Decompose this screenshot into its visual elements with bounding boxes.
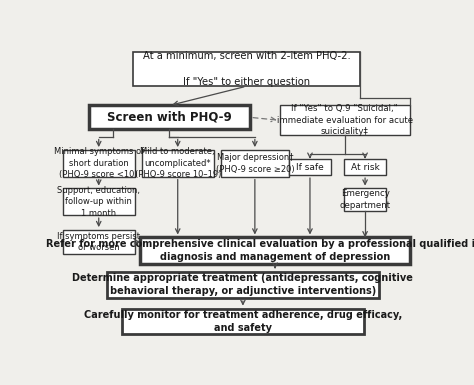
FancyBboxPatch shape [289, 159, 331, 175]
FancyBboxPatch shape [63, 150, 135, 177]
FancyBboxPatch shape [122, 308, 364, 334]
FancyBboxPatch shape [63, 230, 135, 254]
Text: If "Yes" to Q.9 "Suicidal,"
immediate evaluation for acute
suicidality‡: If "Yes" to Q.9 "Suicidal," immediate ev… [277, 104, 413, 136]
FancyBboxPatch shape [133, 52, 360, 86]
Text: Determine appropriate treatment (antidepressants, cognitive
behavioral therapy, : Determine appropriate treatment (antidep… [73, 273, 413, 296]
Text: If safe: If safe [296, 162, 324, 171]
FancyBboxPatch shape [221, 150, 289, 177]
FancyBboxPatch shape [142, 150, 213, 177]
FancyBboxPatch shape [344, 159, 386, 175]
Text: If symptoms persist
or worsen: If symptoms persist or worsen [57, 232, 140, 252]
Text: Refer for more comprehensive clinical evaluation by a professional qualified in : Refer for more comprehensive clinical ev… [46, 239, 474, 262]
Text: Minimal symptoms of
short duration
(PHQ-9 score <10): Minimal symptoms of short duration (PHQ-… [54, 147, 144, 179]
FancyBboxPatch shape [63, 189, 135, 215]
Text: At a minimum, screen with 2-item PHQ-2.

If "Yes" to either question: At a minimum, screen with 2-item PHQ-2. … [143, 51, 350, 87]
Text: Mild to moderate,
uncomplicated*
(PHQ-9 score 10–19): Mild to moderate, uncomplicated* (PHQ-9 … [135, 147, 221, 179]
Text: Support, education,
follow-up within
1 month: Support, education, follow-up within 1 m… [57, 186, 140, 218]
FancyBboxPatch shape [140, 238, 410, 264]
Text: Screen with PHQ-9: Screen with PHQ-9 [107, 111, 232, 124]
Text: Carefully monitor for treatment adherence, drug efficacy,
and safety: Carefully monitor for treatment adherenc… [84, 310, 402, 333]
FancyBboxPatch shape [89, 105, 250, 129]
FancyBboxPatch shape [107, 271, 379, 298]
FancyBboxPatch shape [344, 189, 386, 211]
Text: At risk: At risk [351, 162, 380, 171]
Text: Major depression†
(PHQ-9 score ≥20): Major depression† (PHQ-9 score ≥20) [216, 153, 294, 174]
Text: Emergency
department: Emergency department [339, 189, 391, 210]
FancyBboxPatch shape [280, 105, 410, 135]
